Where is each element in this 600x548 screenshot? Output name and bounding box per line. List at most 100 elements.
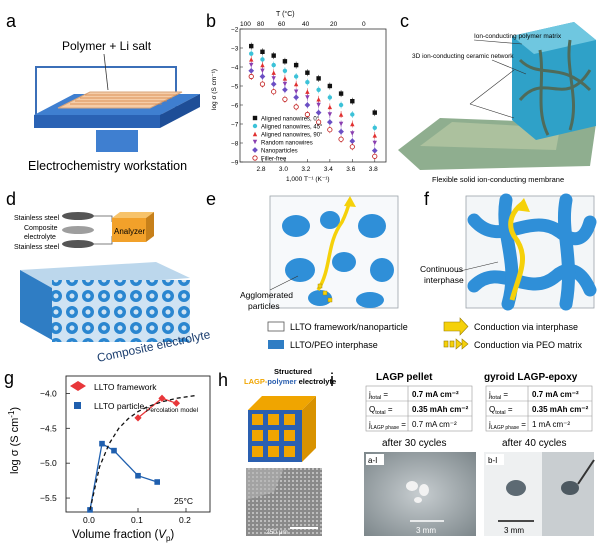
y-tick-label: −5.5 bbox=[40, 493, 57, 503]
data-point bbox=[350, 112, 355, 117]
scale-label-left: 3 mm bbox=[416, 526, 436, 535]
x-axis-label-g: Volume fraction (Vp) bbox=[72, 529, 174, 543]
data-point bbox=[316, 87, 321, 93]
x-tick-label: 0.1 bbox=[131, 515, 143, 525]
data-point bbox=[327, 83, 333, 89]
steel-bottom-label: Stainless steel bbox=[14, 244, 60, 251]
y-tick-label: −2 bbox=[231, 27, 239, 34]
top-axis-label: T (°C) bbox=[276, 10, 295, 18]
data-point bbox=[154, 479, 160, 485]
y-tick-label: −8 bbox=[231, 141, 239, 148]
agglomerated-blobs bbox=[282, 211, 394, 308]
data-point bbox=[338, 128, 344, 135]
gyroid-table: jtotal = 0.7 mA cm⁻² Qtotal = 0.35 mAh c… bbox=[485, 385, 593, 432]
arrowhead-f bbox=[514, 198, 530, 212]
tag-box-right bbox=[486, 454, 504, 465]
plot-frame-g bbox=[65, 375, 211, 513]
top-tick: 0 bbox=[362, 21, 366, 28]
data-point bbox=[326, 119, 333, 125]
electrolyte-disc bbox=[62, 226, 94, 234]
legend-label: Aligned nanowires, 45° bbox=[261, 124, 323, 130]
legend-label: Random nanowires bbox=[261, 140, 313, 146]
panel-letter-a: a bbox=[6, 11, 17, 31]
temperature-label: 25°C bbox=[174, 496, 193, 506]
tweezers bbox=[577, 459, 595, 485]
data-point bbox=[249, 62, 254, 68]
gyroid-row-value: 0.7 mA cm⁻² bbox=[532, 390, 579, 399]
x-tick-label: 3.2 bbox=[301, 166, 310, 173]
data-point bbox=[282, 68, 288, 74]
series-line bbox=[89, 394, 196, 511]
panel-c: c Ion-conducting polymer matrix 3D ion-c… bbox=[398, 11, 596, 184]
gyroid-row-label: Qtotal = bbox=[489, 405, 513, 416]
via-peo-label: Conduction via PEO matrix bbox=[474, 340, 583, 350]
y-tick-label: −4.0 bbox=[40, 388, 57, 398]
data-point bbox=[293, 94, 300, 101]
cube-grid-h bbox=[252, 414, 295, 457]
data-point bbox=[304, 102, 311, 108]
legend-label: Filler-free bbox=[261, 156, 287, 162]
legend-ef: LLTO framework/nanoparticle LLTO/PEO int… bbox=[267, 317, 583, 350]
data-point bbox=[372, 125, 377, 130]
data-point bbox=[282, 59, 288, 64]
data-point bbox=[305, 80, 310, 85]
pellet-cycles: after 30 cycles bbox=[382, 438, 446, 449]
workstation-box bbox=[96, 130, 138, 152]
gyroid-side bbox=[20, 270, 52, 340]
data-point bbox=[349, 144, 355, 150]
polymer-label: Polymer + Li salt bbox=[62, 39, 152, 53]
h-title-line1: Structured bbox=[274, 367, 312, 376]
composite-label-2: electrolyte bbox=[24, 234, 56, 241]
panel-d: d Analyzer Stainless steel Composite ele… bbox=[6, 189, 212, 365]
data-point bbox=[249, 51, 254, 56]
legend-label: Aligned nanowires, 90° bbox=[261, 132, 323, 138]
data-point bbox=[271, 53, 276, 58]
cube-top bbox=[512, 22, 596, 54]
analyzer-side bbox=[146, 212, 154, 242]
gyroid-front bbox=[52, 280, 190, 342]
panel-letter-b: b bbox=[206, 11, 216, 31]
data-point bbox=[338, 136, 344, 142]
conduction-path-f bbox=[508, 202, 525, 301]
framework-legend-label: LLTO framework/nanoparticle bbox=[290, 322, 408, 332]
y-ticks-g: −5.5 −5.0 −4.5 −4.0 bbox=[40, 388, 70, 503]
y-tick-label: −5 bbox=[231, 84, 239, 91]
network-label: 3D ion-conducting ceramic network bbox=[412, 53, 514, 60]
x-tick-label: 3.8 bbox=[369, 166, 378, 173]
x-tick-label: 2.8 bbox=[256, 166, 265, 173]
top-tick: 60 bbox=[278, 21, 286, 28]
gyroid-sample-2 bbox=[561, 481, 579, 495]
peo-dots bbox=[317, 283, 333, 303]
callout-line-a bbox=[103, 53, 109, 91]
substrate-side bbox=[160, 94, 200, 128]
data-point bbox=[282, 86, 288, 93]
data-point bbox=[271, 70, 276, 75]
panel-e: e Agglomerated particles bbox=[206, 189, 399, 311]
data-point bbox=[338, 102, 344, 108]
continuous-network bbox=[467, 193, 597, 311]
series-line bbox=[89, 442, 158, 511]
data-point bbox=[293, 89, 299, 94]
data-point bbox=[270, 81, 277, 87]
y-axis-label-g: log σ (S cm-1) bbox=[7, 407, 21, 474]
framework-legend-marker bbox=[70, 381, 86, 391]
gyroid-sample bbox=[506, 480, 526, 496]
y-tick-label: −7 bbox=[231, 122, 239, 129]
panel-letter-d: d bbox=[6, 189, 16, 209]
agglomerated-label-2: particles bbox=[248, 301, 280, 311]
data-point bbox=[134, 414, 142, 422]
data-point bbox=[316, 97, 321, 102]
framework-swatch bbox=[267, 321, 285, 332]
data-point bbox=[305, 89, 310, 94]
panel-h: h Structured LAGP-polymer electrolyte 25… bbox=[218, 367, 336, 536]
legend-label: Aligned nanowires, 0° bbox=[261, 116, 320, 122]
data-point bbox=[372, 133, 377, 138]
data-point bbox=[282, 81, 288, 87]
y-tick-label: −3 bbox=[231, 46, 239, 53]
data-point bbox=[111, 447, 117, 454]
data-point bbox=[282, 96, 288, 102]
pellet-row-value: 0.7 mA cm⁻² bbox=[412, 420, 457, 429]
data-point bbox=[305, 70, 310, 75]
box-f bbox=[465, 195, 595, 309]
